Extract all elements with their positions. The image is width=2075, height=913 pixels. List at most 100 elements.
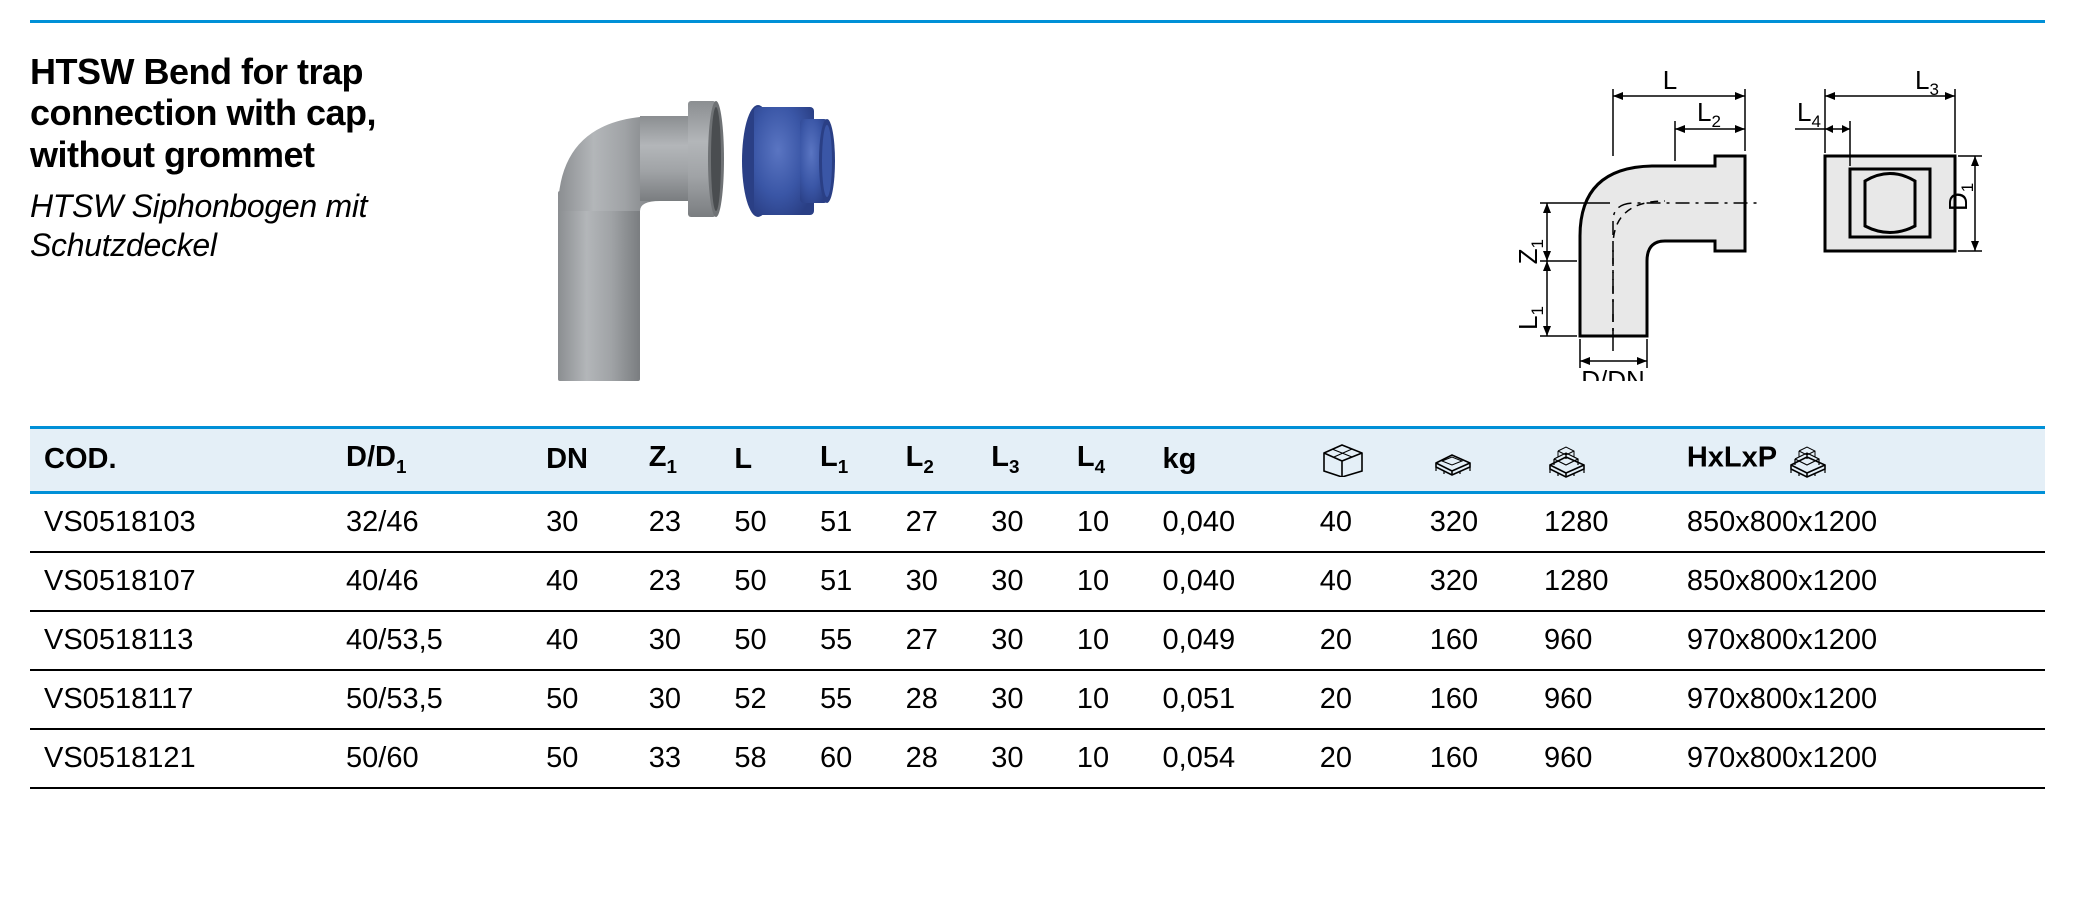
col-z1: Z1 xyxy=(641,428,727,493)
svg-text:L1: L1 xyxy=(1515,306,1547,330)
cell-z1: 23 xyxy=(641,493,727,553)
cell-z1: 23 xyxy=(641,552,727,611)
cell-l4: 10 xyxy=(1069,670,1155,729)
cell-kg: 0,040 xyxy=(1155,552,1312,611)
col-pallet_s xyxy=(1422,428,1536,493)
svg-text:L3: L3 xyxy=(1915,65,1939,99)
cell-l3: 30 xyxy=(983,552,1069,611)
cell-dn: 30 xyxy=(538,493,641,553)
spec-table: COD.D/D1DNZ1LL1L2L3L4kg HxLxP VS051810332… xyxy=(30,426,2045,789)
cell-z1: 33 xyxy=(641,729,727,788)
cell-pallet_s: 320 xyxy=(1422,493,1536,553)
cell-dn: 50 xyxy=(538,729,641,788)
svg-text:Z1: Z1 xyxy=(1515,239,1547,264)
cell-hlp: 850x800x1200 xyxy=(1679,493,2045,553)
cell-cod: VS0518121 xyxy=(30,729,338,788)
table-row: VS051812150/60503358602830100,0542016096… xyxy=(30,729,2045,788)
cell-pallet_l: 960 xyxy=(1536,670,1679,729)
cell-cod: VS0518113 xyxy=(30,611,338,670)
title-english: HTSW Bend for trap connection with cap, … xyxy=(30,51,430,175)
cell-l: 50 xyxy=(726,611,812,670)
cell-hlp: 970x800x1200 xyxy=(1679,670,2045,729)
table-row: VS051811340/53,5403050552730100,04920160… xyxy=(30,611,2045,670)
pallet-large-icon xyxy=(1785,442,1831,474)
cell-kg: 0,049 xyxy=(1155,611,1312,670)
cell-l4: 10 xyxy=(1069,729,1155,788)
cell-l: 50 xyxy=(726,552,812,611)
dimension-diagram: L L2 Z1 L1 D/DN xyxy=(1515,51,2045,386)
col-dd1: D/D1 xyxy=(338,428,538,493)
cell-l4: 10 xyxy=(1069,493,1155,553)
cell-l2: 28 xyxy=(898,670,984,729)
col-l3: L3 xyxy=(983,428,1069,493)
col-l1: L1 xyxy=(812,428,898,493)
cell-hlp: 850x800x1200 xyxy=(1679,552,2045,611)
cell-pallet_s: 320 xyxy=(1422,552,1536,611)
cell-l1: 51 xyxy=(812,552,898,611)
svg-text:L2: L2 xyxy=(1697,97,1721,131)
cell-l3: 30 xyxy=(983,670,1069,729)
col-pallet_l xyxy=(1536,428,1679,493)
cell-dd1: 40/46 xyxy=(338,552,538,611)
cell-l1: 51 xyxy=(812,493,898,553)
cell-cod: VS0518107 xyxy=(30,552,338,611)
cell-l1: 60 xyxy=(812,729,898,788)
cell-dn: 40 xyxy=(538,552,641,611)
product-photo xyxy=(490,51,850,396)
pallet-large-icon xyxy=(1544,442,1590,474)
cell-l2: 27 xyxy=(898,493,984,553)
cell-box: 20 xyxy=(1312,611,1422,670)
table-row: VS051811750/53,5503052552830100,05120160… xyxy=(30,670,2045,729)
cell-box: 40 xyxy=(1312,493,1422,553)
table-body: VS051810332/46302350512730100,0404032012… xyxy=(30,493,2045,789)
svg-text:L4: L4 xyxy=(1797,97,1821,131)
col-l4: L4 xyxy=(1069,428,1155,493)
cell-z1: 30 xyxy=(641,670,727,729)
cell-dd1: 32/46 xyxy=(338,493,538,553)
cell-dd1: 50/53,5 xyxy=(338,670,538,729)
cell-z1: 30 xyxy=(641,611,727,670)
col-l: L xyxy=(726,428,812,493)
cell-pallet_l: 960 xyxy=(1536,729,1679,788)
col-hlp: HxLxP xyxy=(1679,428,2045,493)
cell-pallet_s: 160 xyxy=(1422,611,1536,670)
cell-kg: 0,054 xyxy=(1155,729,1312,788)
top-rule xyxy=(30,20,2045,23)
cell-l3: 30 xyxy=(983,493,1069,553)
cell-pallet_l: 1280 xyxy=(1536,493,1679,553)
pallet-small-icon xyxy=(1430,442,1476,474)
cell-l: 58 xyxy=(726,729,812,788)
cell-dd1: 50/60 xyxy=(338,729,538,788)
table-row: VS051810740/46402350513030100,0404032012… xyxy=(30,552,2045,611)
cell-hlp: 970x800x1200 xyxy=(1679,729,2045,788)
cell-hlp: 970x800x1200 xyxy=(1679,611,2045,670)
cell-cod: VS0518117 xyxy=(30,670,338,729)
cell-box: 40 xyxy=(1312,552,1422,611)
box-icon xyxy=(1320,442,1366,474)
title-german: HTSW Siphonbogen mit Schutzdeckel xyxy=(30,187,430,264)
cell-kg: 0,040 xyxy=(1155,493,1312,553)
cell-l4: 10 xyxy=(1069,611,1155,670)
col-kg: kg xyxy=(1155,428,1312,493)
svg-text:D/DN: D/DN xyxy=(1581,365,1645,381)
cell-dn: 40 xyxy=(538,611,641,670)
cell-l1: 55 xyxy=(812,611,898,670)
col-cod: COD. xyxy=(30,428,338,493)
title-block: HTSW Bend for trap connection with cap, … xyxy=(30,51,430,264)
cell-l4: 10 xyxy=(1069,552,1155,611)
col-dn: DN xyxy=(538,428,641,493)
header-area: HTSW Bend for trap connection with cap, … xyxy=(30,51,2045,396)
cell-dd1: 40/53,5 xyxy=(338,611,538,670)
cell-pallet_l: 1280 xyxy=(1536,552,1679,611)
col-box xyxy=(1312,428,1422,493)
cell-pallet_l: 960 xyxy=(1536,611,1679,670)
cell-box: 20 xyxy=(1312,670,1422,729)
cell-l2: 28 xyxy=(898,729,984,788)
table-header-row: COD.D/D1DNZ1LL1L2L3L4kg HxLxP xyxy=(30,428,2045,493)
cell-l1: 55 xyxy=(812,670,898,729)
cell-l2: 30 xyxy=(898,552,984,611)
col-l2: L2 xyxy=(898,428,984,493)
cell-l: 52 xyxy=(726,670,812,729)
cell-l: 50 xyxy=(726,493,812,553)
table-row: VS051810332/46302350512730100,0404032012… xyxy=(30,493,2045,553)
